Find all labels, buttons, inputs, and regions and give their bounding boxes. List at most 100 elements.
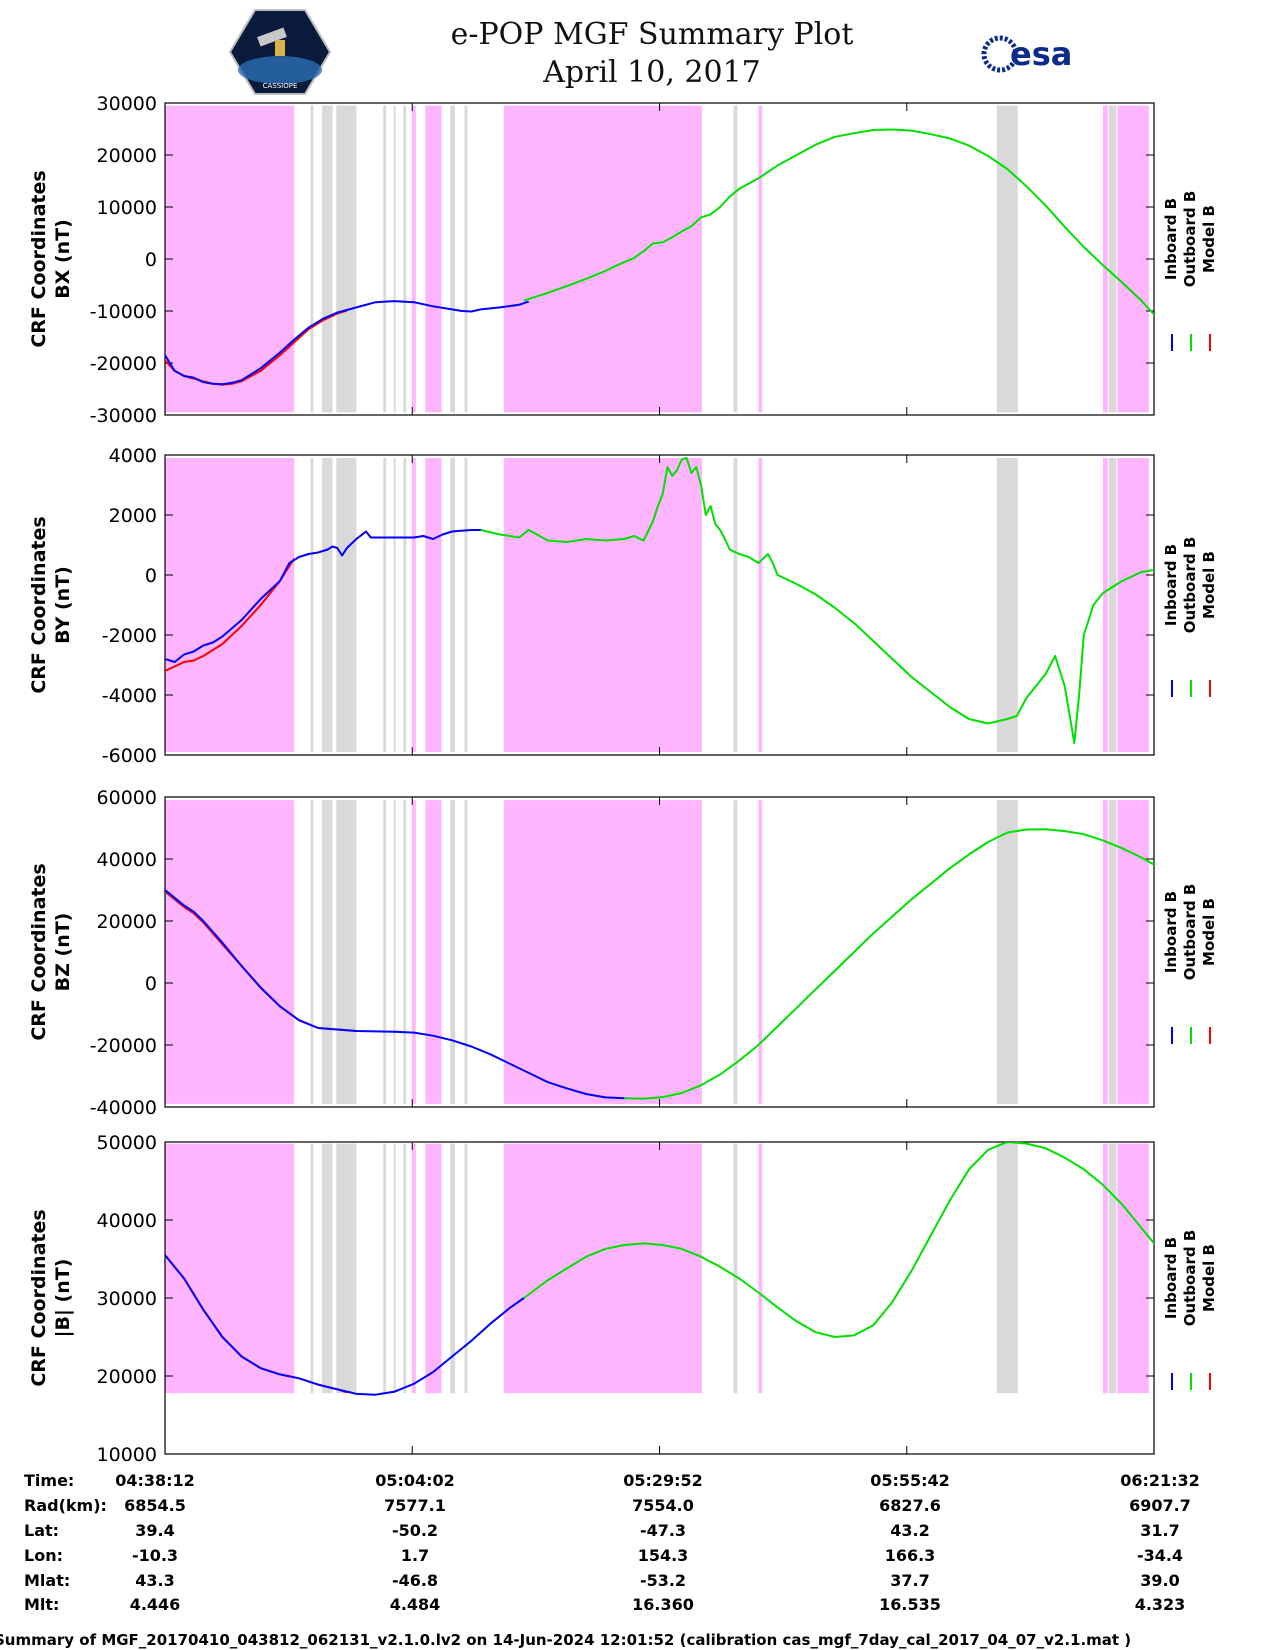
gray-band	[383, 458, 387, 752]
y-tick-label: 10000	[97, 1444, 157, 1466]
ephemeris-value: 6827.6	[879, 1496, 941, 1515]
gray-band	[1108, 458, 1117, 752]
ephemeris-value: 05:04:02	[375, 1471, 455, 1490]
gray-band	[321, 800, 333, 1104]
series-line-outboard	[624, 828, 1154, 1100]
ephemeris-row-label: Time:	[24, 1471, 74, 1490]
magenta-band	[758, 1143, 763, 1394]
gray-band	[310, 1143, 314, 1394]
gray-band	[733, 105, 738, 413]
gray-band	[321, 105, 333, 413]
magenta-band	[1102, 1143, 1108, 1394]
panel-2: -6000 -4000 -2000 0 2000 4000 CRF Coordinates B…	[28, 445, 1218, 767]
magenta-band	[411, 105, 416, 413]
gray-band	[450, 800, 456, 1104]
ephemeris-value: 1.7	[401, 1546, 429, 1565]
legend-label: Model B	[1200, 205, 1218, 273]
magenta-band	[1102, 105, 1108, 413]
gray-band	[996, 800, 1018, 1104]
y-tick-label: 20000	[97, 911, 157, 933]
y-tick-label: -2000	[102, 625, 157, 647]
y-axis-label-line2: BZ (nT)	[52, 913, 74, 992]
panel-3: -40000 -20000 0 20000 40000 60000 CRF Coordina…	[28, 787, 1218, 1119]
ephemeris-value: -50.2	[392, 1521, 438, 1540]
ephemeris-value: 05:29:52	[623, 1471, 703, 1490]
y-tick-label: -20000	[90, 353, 157, 375]
y-tick-label: 10000	[97, 197, 157, 219]
panel-4: 10000 20000 30000 40000 50000 CRF Coordinates…	[28, 1132, 1218, 1466]
y-tick-label: 20000	[97, 145, 157, 167]
legend-label: Model B	[1200, 1244, 1218, 1312]
legend-label: Outboard B	[1181, 537, 1199, 634]
magenta-band	[425, 1143, 442, 1394]
series-group	[165, 128, 1154, 386]
legend-label: Inboard B	[1162, 544, 1180, 626]
y-tick-label: -4000	[102, 685, 157, 707]
magenta-band	[411, 458, 416, 752]
magenta-band	[503, 105, 702, 413]
ephemeris-row-label: Lat:	[24, 1521, 59, 1540]
gray-band	[733, 1143, 738, 1394]
gray-band	[450, 1143, 456, 1394]
y-tick-label: 60000	[97, 787, 157, 809]
y-tick-label: 0	[145, 565, 157, 587]
ephemeris-value: 31.7	[1140, 1521, 1179, 1540]
ephemeris-table: Time: Rad(km): Lat: Lon: Mlat: Mlt: 04:38:12 68…	[24, 1471, 1200, 1614]
series-line-outboard	[523, 1142, 1154, 1338]
magenta-band	[411, 800, 416, 1104]
ephemeris-value: 7554.0	[632, 1496, 694, 1515]
footer-text: Summary of MGF_20170410_043812_062131_v2…	[0, 1631, 1131, 1649]
series-group	[165, 1142, 1154, 1396]
y-tick-label: -10000	[90, 301, 157, 323]
y-tick-label: 30000	[97, 1288, 157, 1310]
series-line-outboard	[480, 457, 1154, 744]
ephemeris-value: -47.3	[640, 1521, 686, 1540]
gray-band	[464, 800, 468, 1104]
y-tick-label: 30000	[97, 93, 157, 115]
magenta-band	[1117, 458, 1149, 752]
ephemeris-value: 4.446	[130, 1595, 181, 1614]
y-tick-label: 2000	[109, 505, 157, 527]
ephemeris-value: -34.4	[1137, 1546, 1183, 1565]
gray-band	[1108, 800, 1117, 1104]
y-tick-label: -20000	[90, 1035, 157, 1057]
legend-label: Model B	[1200, 551, 1218, 619]
gray-band	[996, 1143, 1018, 1394]
magenta-band	[165, 458, 295, 752]
plot-subtitle: April 10, 2017	[542, 55, 761, 90]
y-axis-label-line2: BY (nT)	[52, 566, 74, 644]
y-tick-label: -6000	[102, 745, 157, 767]
magenta-band	[503, 800, 702, 1104]
legend-label: Inboard B	[1162, 891, 1180, 973]
gray-band	[383, 105, 387, 413]
magenta-band	[1117, 800, 1149, 1104]
y-tick-label: -30000	[90, 405, 157, 427]
ephemeris-value: 6907.7	[1129, 1496, 1191, 1515]
gray-band	[450, 458, 456, 752]
ephemeris-value: 39.4	[135, 1521, 174, 1540]
ephemeris-value: -46.8	[392, 1571, 438, 1590]
gray-band	[393, 105, 396, 413]
ephemeris-value: 04:38:12	[115, 1471, 195, 1490]
ephemeris-value: 7577.1	[384, 1496, 446, 1515]
series-line-inboard	[165, 529, 481, 663]
gray-band	[336, 1143, 357, 1394]
logo-left-text: CASSIOPE	[263, 82, 298, 90]
gray-band	[336, 105, 357, 413]
gray-band	[403, 1143, 407, 1394]
series-group	[165, 828, 1154, 1100]
gray-band	[464, 105, 468, 413]
panel-1: -30000 -20000 -10000 0 10000 20000 30000 CRF Co…	[28, 93, 1218, 427]
magenta-band	[503, 1143, 702, 1394]
ephemeris-value: 4.484	[390, 1595, 441, 1614]
magenta-band	[758, 458, 763, 752]
legend-label: Outboard B	[1181, 884, 1199, 981]
ephemeris-value: 05:55:42	[870, 1471, 950, 1490]
magenta-band	[503, 458, 702, 752]
series-line-outboard	[523, 128, 1154, 316]
y-axis-label-line2: |B| (nT)	[52, 1259, 74, 1338]
magenta-band	[165, 105, 295, 413]
ephemeris-value: -53.2	[640, 1571, 686, 1590]
ephemeris-value: 43.3	[135, 1571, 174, 1590]
